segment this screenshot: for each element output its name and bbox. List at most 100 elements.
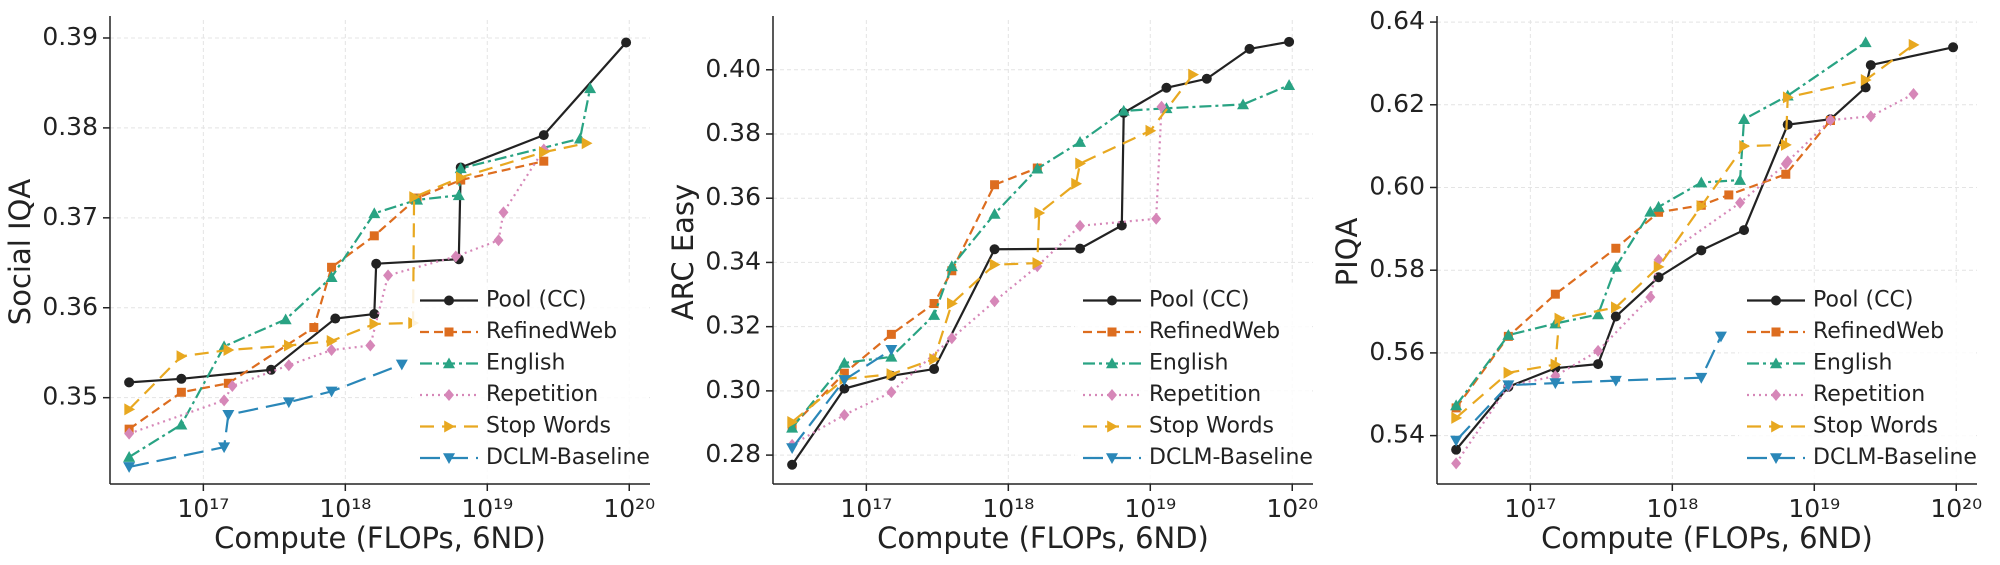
data-point bbox=[1117, 104, 1130, 116]
data-point bbox=[1782, 119, 1793, 130]
data-point bbox=[621, 37, 632, 48]
data-point bbox=[945, 260, 958, 272]
data-point bbox=[1908, 38, 1920, 51]
data-point bbox=[1284, 36, 1295, 47]
data-point bbox=[1244, 43, 1255, 54]
data-point bbox=[1201, 73, 1212, 84]
data-point bbox=[279, 313, 292, 325]
data-point bbox=[1451, 411, 1463, 424]
legend-label: RefinedWeb bbox=[1813, 319, 1944, 344]
data-point bbox=[990, 180, 1000, 190]
legend-label: Repetition bbox=[1149, 382, 1261, 407]
y-tick-label: 0.32 bbox=[705, 311, 761, 340]
data-point bbox=[1550, 289, 1560, 299]
series-line bbox=[1455, 335, 1722, 442]
data-point bbox=[1145, 124, 1157, 137]
data-point bbox=[383, 269, 394, 282]
data-point bbox=[326, 344, 337, 357]
data-point bbox=[1734, 174, 1747, 185]
data-point bbox=[787, 459, 798, 470]
y-tick-label: 0.30 bbox=[705, 375, 761, 404]
data-point bbox=[1645, 291, 1656, 304]
data-point bbox=[1451, 444, 1462, 455]
data-point bbox=[1695, 176, 1708, 188]
data-point bbox=[1549, 378, 1562, 390]
x-tick-label: 10¹⁹ bbox=[1124, 494, 1176, 523]
data-point bbox=[539, 156, 549, 166]
data-point bbox=[1782, 91, 1794, 104]
data-point bbox=[175, 418, 188, 430]
x-tick-label: 10²⁰ bbox=[603, 494, 655, 523]
y-tick-label: 0.54 bbox=[1369, 420, 1425, 449]
data-point bbox=[885, 350, 898, 362]
x-tick-label: 10¹⁸ bbox=[319, 494, 371, 523]
data-point bbox=[1739, 140, 1751, 153]
data-point bbox=[947, 297, 958, 310]
data-point bbox=[786, 443, 799, 455]
legend-marker bbox=[443, 357, 455, 369]
y-tick-label: 0.60 bbox=[1369, 171, 1425, 200]
x-tick-label: 10¹⁷ bbox=[1504, 494, 1556, 523]
legend-label: Stop Words bbox=[1813, 414, 1938, 439]
y-tick-label: 0.28 bbox=[705, 439, 761, 468]
legend-marker bbox=[444, 327, 454, 337]
data-point bbox=[1237, 98, 1250, 110]
series-line bbox=[791, 84, 1290, 429]
y-tick-label: 0.56 bbox=[1369, 337, 1425, 366]
legend-label: Pool (CC) bbox=[486, 288, 586, 313]
x-tick-label: 10¹⁷ bbox=[840, 494, 892, 523]
data-point bbox=[1554, 312, 1566, 325]
legend-label: Stop Words bbox=[1149, 414, 1274, 439]
y-tick-label: 0.58 bbox=[1369, 254, 1425, 283]
data-point bbox=[838, 356, 851, 368]
subplot: 0.54 0.56 0.58 0.60 0.62 0.64 10¹⁷ 10¹⁸ 10¹⁹ 10²⁰… bbox=[1330, 6, 1982, 555]
legend-marker bbox=[1770, 357, 1782, 369]
data-point bbox=[219, 394, 230, 407]
legend-marker bbox=[444, 420, 455, 433]
data-point bbox=[1593, 344, 1604, 357]
data-point bbox=[988, 207, 1001, 219]
legend-marker bbox=[1107, 420, 1118, 433]
data-point bbox=[218, 442, 231, 454]
data-point bbox=[839, 383, 850, 394]
data-point bbox=[176, 387, 186, 397]
legend-label: Repetition bbox=[1813, 382, 1925, 407]
data-point bbox=[1502, 380, 1515, 392]
y-tick-label: 0.37 bbox=[42, 202, 98, 231]
data-point bbox=[538, 146, 550, 159]
legend-label: DCLM-Baseline bbox=[1149, 445, 1313, 470]
legend: Pool (CC) RefinedWeb English Repetition Stop… bbox=[1075, 282, 1313, 480]
data-point bbox=[325, 271, 338, 282]
data-point bbox=[1161, 82, 1172, 93]
x-axis-label: Compute (FLOPs, 6ND) bbox=[214, 521, 546, 555]
series-line bbox=[1455, 93, 1915, 464]
legend-label: Pool (CC) bbox=[1149, 288, 1249, 313]
legend-marker bbox=[1107, 389, 1117, 401]
data-point bbox=[1550, 358, 1562, 371]
data-point bbox=[581, 137, 593, 150]
series-line bbox=[791, 106, 1163, 446]
data-point bbox=[1609, 260, 1622, 272]
data-point bbox=[1739, 225, 1750, 236]
data-point bbox=[1781, 169, 1791, 179]
data-point bbox=[1160, 102, 1173, 114]
data-point bbox=[369, 309, 380, 320]
x-axis-label: Compute (FLOPs, 6ND) bbox=[877, 521, 1209, 555]
data-point bbox=[989, 258, 1001, 271]
data-point bbox=[1653, 260, 1665, 273]
legend-marker bbox=[443, 453, 455, 464]
data-point bbox=[1156, 100, 1167, 113]
data-point bbox=[1450, 399, 1463, 411]
data-point bbox=[1075, 243, 1086, 254]
data-point bbox=[1782, 155, 1793, 168]
data-point bbox=[1592, 308, 1605, 320]
data-point bbox=[450, 250, 461, 263]
data-point bbox=[123, 462, 136, 473]
data-point bbox=[1738, 113, 1751, 125]
data-point bbox=[886, 386, 897, 399]
data-point bbox=[1034, 206, 1046, 219]
data-point bbox=[1714, 331, 1727, 343]
data-point bbox=[1502, 329, 1515, 340]
legend: Pool (CC) RefinedWeb English Repetition Stop… bbox=[412, 282, 650, 480]
data-point bbox=[282, 397, 295, 409]
